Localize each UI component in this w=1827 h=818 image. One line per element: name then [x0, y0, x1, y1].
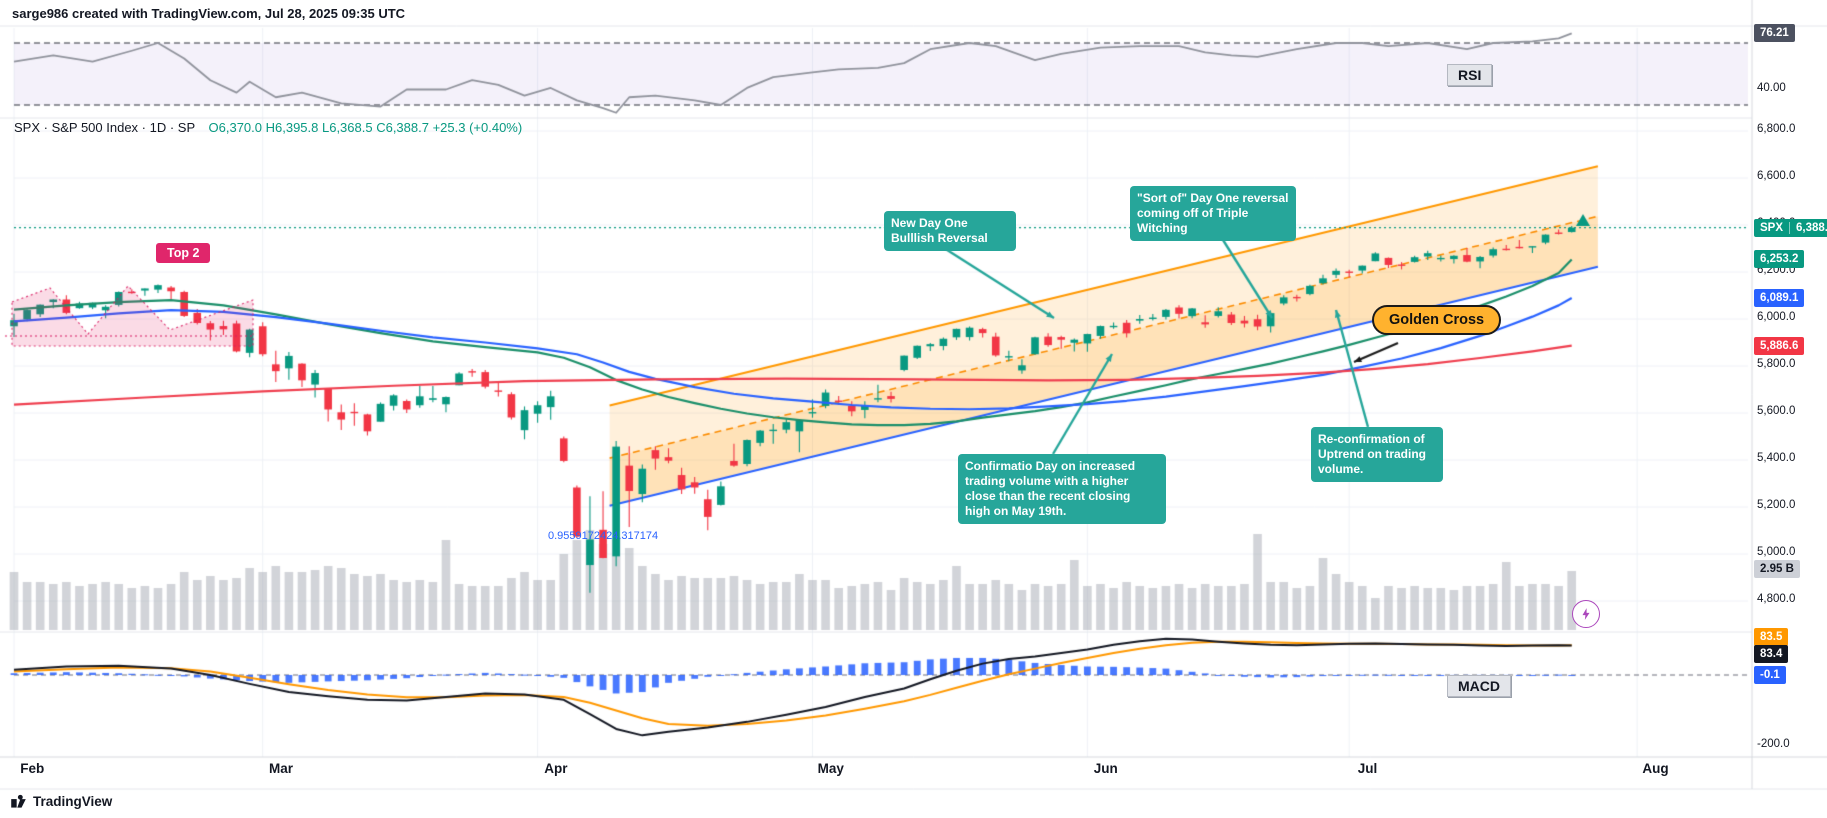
time-axis-label-apr: Apr — [544, 761, 568, 776]
time-axis-label-jul: Jul — [1357, 761, 1378, 776]
tradingview-logo-icon — [11, 794, 26, 808]
time-axis-label-may: May — [817, 761, 844, 776]
tradingview-brand-link[interactable]: TradingView — [33, 794, 113, 809]
macd-hist-badge: -0.1 — [1754, 666, 1786, 684]
annotation-new-day-one[interactable]: New Day One Bulllish Reversal — [884, 211, 1016, 251]
annotation-top2[interactable]: Top 2 — [156, 243, 211, 263]
time-axis-label-aug: Aug — [1642, 761, 1669, 776]
symbol-legend: SPX · S&P 500 Index · 1D · SP O6,370.0 H… — [14, 120, 522, 135]
macd-value-badge: 83.4 — [1754, 645, 1789, 663]
time-axis-label-jun: Jun — [1093, 761, 1118, 776]
fib-level-label: 0.9559172424.317174 — [548, 530, 659, 542]
rsi-indicator-tag[interactable]: RSI — [1447, 64, 1493, 86]
price-axis-label: 6,600.0 — [1757, 170, 1796, 182]
annotation-sort-of-day-one[interactable]: "Sort of" Day One reversal coming off of… — [1130, 186, 1296, 241]
footer-bar: TradingView — [10, 793, 112, 810]
macd-signal-badge: 83.5 — [1754, 628, 1789, 646]
ma-red-price-badge: 5,886.6 — [1754, 336, 1805, 355]
ohlc-values: O6,370.0 H6,395.8 L6,368.5 C6,388.7 +25.… — [208, 120, 523, 135]
spx-badge-value: 6,388.7 — [1796, 221, 1827, 234]
creator-credit: sarge986 created with TradingView.com, J… — [12, 6, 406, 21]
price-axis-label: 5,200.0 — [1757, 499, 1796, 511]
macd-axis-label: -200.0 — [1757, 738, 1790, 750]
symbol-title[interactable]: SPX · S&P 500 Index · 1D · SP — [14, 120, 195, 135]
time-axis-label-mar: Mar — [269, 761, 294, 776]
price-axis-label: 4,800.0 — [1757, 593, 1796, 605]
quick-action-button[interactable] — [1572, 600, 1600, 628]
price-axis-label: 5,400.0 — [1757, 452, 1796, 464]
ma-blue-price-badge: 6,089.1 — [1754, 289, 1805, 308]
time-axis-label-feb: Feb — [20, 761, 45, 776]
ma-green-price-badge: 6,253.2 — [1754, 250, 1805, 269]
spx-badge-symbol: SPX — [1754, 221, 1791, 234]
annotation-confirmation-day[interactable]: Confirmatio Day on increased trading vol… — [958, 454, 1166, 524]
macd-indicator-tag[interactable]: MACD — [1447, 675, 1511, 697]
annotation-reconfirmation[interactable]: Re-confirmation of Uptrend on trading vo… — [1311, 427, 1443, 482]
price-axis-label: 5,800.0 — [1757, 358, 1796, 370]
price-axis-label: 6,800.0 — [1757, 123, 1796, 135]
price-axis-label: 6,000.0 — [1757, 311, 1796, 323]
spx-last-price-badge: SPX 6,388.7 — [1754, 218, 1827, 237]
volume-value-badge: 2.95 B — [1754, 560, 1800, 578]
annotation-golden-cross[interactable]: Golden Cross — [1372, 305, 1502, 335]
lightning-bolt-icon — [1582, 608, 1590, 620]
rsi-gridline-label: 40.00 — [1757, 82, 1786, 94]
rsi-value-badge: 76.21 — [1754, 24, 1795, 42]
price-axis-label: 5,000.0 — [1757, 546, 1796, 558]
price-axis-label: 5,600.0 — [1757, 405, 1796, 417]
